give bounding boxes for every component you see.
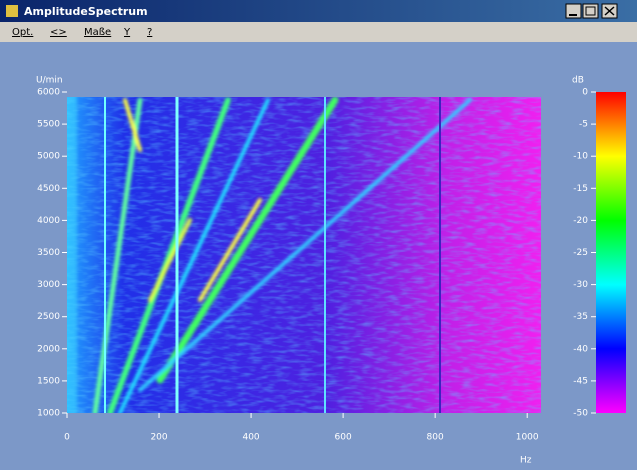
colorbar-tick-label: 0 <box>582 88 588 98</box>
colorbar-tick-label: -10 <box>573 152 588 162</box>
x-axis-label: Hz <box>520 456 532 466</box>
y-tick-label: 1500 <box>37 376 60 386</box>
y-tick-label: 5000 <box>37 152 60 162</box>
colorbar-tick-label: -20 <box>573 216 588 226</box>
y-axis-label: U/min <box>36 76 63 86</box>
y-tick-label: 4500 <box>37 184 60 194</box>
y-tick-label: 2500 <box>37 312 60 322</box>
y-tick-label: 4000 <box>37 216 60 226</box>
x-tick-label: 0 <box>64 433 70 443</box>
order-lines <box>67 97 472 413</box>
menu-item[interactable]: Opt. <box>12 27 33 38</box>
colorbar-tick-label: -45 <box>573 376 588 386</box>
x-tick-label: 400 <box>242 433 259 443</box>
menu-item[interactable]: Y <box>123 27 131 38</box>
x-tick-label: 800 <box>427 433 444 443</box>
colorbar-tick-label: -5 <box>579 120 588 130</box>
x-tick-label: 600 <box>335 433 352 443</box>
y-tick-label: 6000 <box>37 88 60 98</box>
maximize-button[interactable] <box>582 3 599 19</box>
menu-item[interactable]: <> <box>50 27 67 38</box>
app-icon <box>6 5 18 17</box>
menu-item[interactable]: Maße <box>84 27 111 38</box>
menu-item[interactable]: ? <box>147 27 152 38</box>
colorbar-label: dB <box>572 76 584 86</box>
menu-bar <box>0 22 637 42</box>
title-bar <box>0 0 637 22</box>
y-tick-label: 2000 <box>37 344 60 354</box>
colorbar <box>596 92 626 413</box>
y-tick-label: 1000 <box>37 409 60 419</box>
y-tick-label: 3500 <box>37 248 60 258</box>
colorbar-tick-label: -50 <box>573 409 588 419</box>
x-tick-label: 200 <box>150 433 167 443</box>
y-tick-label: 3000 <box>37 280 60 290</box>
colorbar-tick-label: -40 <box>573 344 588 354</box>
x-tick-label: 1000 <box>516 433 539 443</box>
window-title: AmplitudeSpectrum <box>24 5 148 18</box>
colorbar-tick-label: -25 <box>573 248 588 258</box>
colorbar-tick-label: -35 <box>573 312 588 322</box>
y-tick-label: 5500 <box>37 120 60 130</box>
colorbar-tick-label: -15 <box>573 184 588 194</box>
colorbar-tick-label: -30 <box>573 280 588 290</box>
